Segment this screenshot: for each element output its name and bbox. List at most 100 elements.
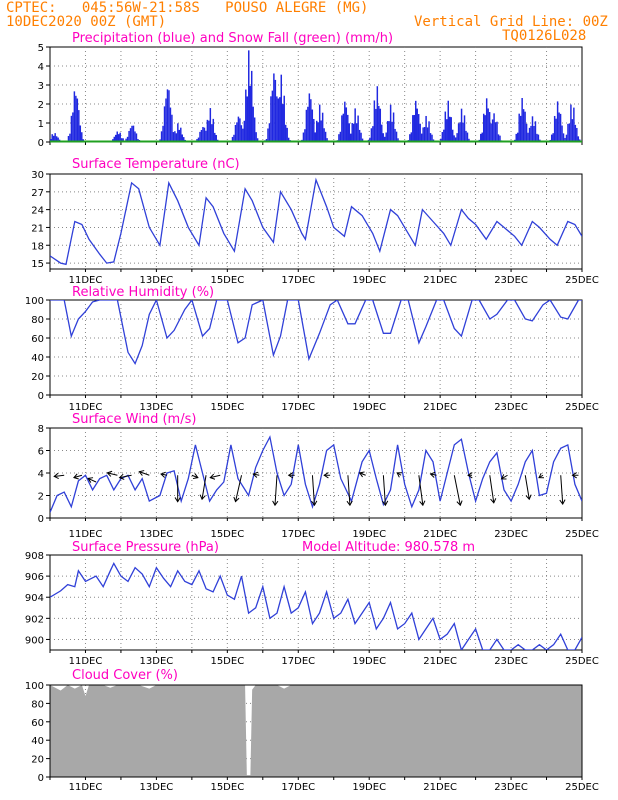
precip-bar [81,132,83,142]
wind-arrow [560,475,564,505]
wind-arrow [453,475,461,506]
wind-arrow-head [419,500,426,507]
precip-bar [468,138,470,142]
series-line [50,561,582,650]
x-tick-label: 13DEC [140,782,174,793]
precip-bar [163,106,166,142]
precip-bar [122,138,124,142]
precip-bar [197,137,200,142]
precip-bar [481,132,483,142]
precip-bar [497,134,500,142]
precip-bar [178,129,181,142]
precip-bar [120,138,123,142]
wind-arrow-head [73,473,79,480]
precip-bar [52,135,55,142]
series-line [50,177,582,266]
station-header: CPTEC: 045:56W-21:58S POUSO ALEGRE (MG) [6,0,369,16]
y-tick-label: 906 [25,572,44,583]
panel-title: Relative Humidity (%) [72,285,214,300]
precip-bar [386,121,389,142]
wind-arrow-head [174,497,181,503]
x-tick-label: 19DEC [352,529,386,540]
run-code: TQ0126L028 [502,28,587,44]
wind-arrow-head [199,494,206,501]
precip-bar [574,124,577,142]
x-tick-label: 23DEC [494,275,528,286]
wind-arrow [139,471,150,476]
x-tick-label: 19DEC [352,656,386,667]
precip-bar [555,118,557,142]
x-tick-label: 13DEC [140,275,174,286]
panel-4 [46,554,583,653]
panel-2 [46,299,583,398]
precip-bar [274,79,277,142]
precip-bar [447,100,449,142]
y-tick-label: 60 [31,718,44,729]
precip-bar [449,116,451,142]
precip-bar [530,125,532,142]
precip-bar [129,128,132,142]
x-tick-label: 13DEC [140,402,174,413]
precip-bar [576,127,578,142]
wind-arrow [253,473,260,476]
precip-bar [431,134,433,142]
x-tick-label: 13DEC [140,529,174,540]
precip-bar [426,127,429,142]
precip-bar [419,123,421,142]
precip-bar [571,119,574,142]
wind-arrow [489,475,495,503]
precip-bar [313,118,315,142]
y-tick-label: 908 [25,551,44,562]
precip-bar [490,123,492,142]
precip-bar [246,96,249,142]
precip-bar [465,130,467,142]
precip-bar [522,109,525,142]
precip-bar [126,136,129,142]
wind-arrow [160,473,168,476]
wind-arrow [119,474,132,479]
precip-bar [320,120,322,142]
wind-arrow [311,475,315,506]
precip-bar [128,130,130,142]
precip-bar [307,106,309,142]
precip-bar [245,89,247,142]
precip-bar [345,107,348,142]
y-tick-label: 60 [31,334,44,345]
precip-bar [240,125,243,142]
precip-bar [412,115,414,142]
precip-bar [342,113,345,142]
precip-bar [521,98,523,142]
y-tick-label: 0 [38,773,44,784]
precip-bar [69,133,71,142]
wind-arrow-head [571,472,577,479]
precip-bar [160,131,163,142]
precip-bar [273,73,275,142]
precip-bar [231,136,234,142]
wind-arrow-head [233,496,240,503]
precip-bar [385,132,387,142]
precip-bar [358,129,361,142]
precip-bar [395,131,398,142]
precip-bar [382,133,384,142]
precip-bar [428,121,430,142]
x-tick-label: 15DEC [210,656,244,667]
precip-bar [255,132,257,142]
precip-bar [276,96,278,142]
precip-bar [214,132,216,142]
precip-bar [487,108,489,142]
precip-bar [480,133,482,142]
precip-bar [372,126,374,142]
y-tick-label: 6 [38,447,44,458]
panel-frame [49,173,583,270]
y-tick-label: 20 [31,755,44,766]
x-tick-label: 23DEC [494,529,528,540]
x-tick-label: 15DEC [210,402,244,413]
precip-bar [287,137,290,142]
panel-title: Surface Temperature (nC) [72,157,240,172]
precip-bar [484,115,486,142]
x-tick-label: 21DEC [423,275,457,286]
precip-bar [206,119,209,142]
y-tick-label: 24 [31,206,44,217]
wind-arrow-head [456,500,463,507]
